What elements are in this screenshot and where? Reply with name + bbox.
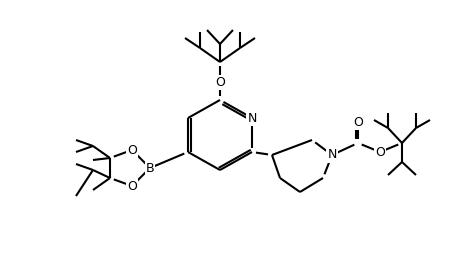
Text: O: O <box>127 144 137 156</box>
Text: B: B <box>146 161 154 175</box>
Text: O: O <box>353 116 363 129</box>
Text: O: O <box>127 179 137 193</box>
Text: O: O <box>215 76 225 89</box>
Text: O: O <box>375 145 385 158</box>
Text: N: N <box>247 112 257 124</box>
Text: N: N <box>327 149 337 161</box>
